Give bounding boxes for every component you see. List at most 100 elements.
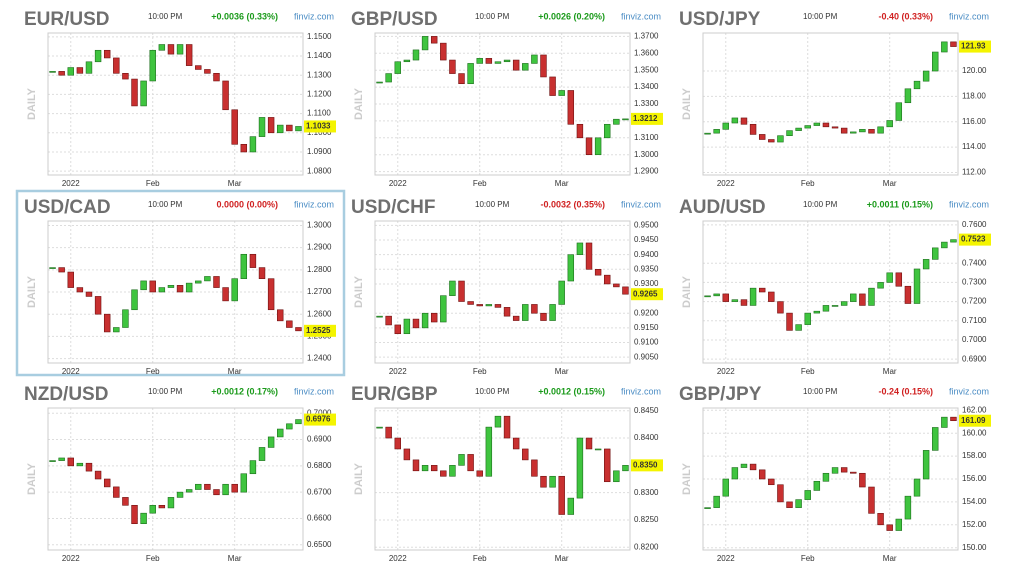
- candle: [195, 280, 202, 284]
- candle: [286, 124, 293, 132]
- last-price-box: [959, 414, 991, 427]
- candle: [886, 524, 893, 531]
- candle: [103, 313, 111, 333]
- candle: [831, 126, 839, 129]
- chart-title: USD/JPY: [679, 9, 761, 30]
- y-tick-label: 114.00: [962, 142, 986, 151]
- candle: [49, 460, 56, 462]
- candle: [295, 327, 302, 332]
- candle: [494, 304, 502, 308]
- candle: [195, 65, 202, 70]
- x-tick-label: Mar: [228, 367, 242, 376]
- candle: [804, 125, 811, 129]
- candle: [932, 51, 939, 72]
- candle: [731, 467, 739, 480]
- candle: [67, 67, 74, 76]
- y-tick-label: 1.1200: [307, 90, 332, 99]
- y-tick-label: 1.3700: [634, 31, 659, 40]
- candle: [749, 287, 757, 306]
- candle: [167, 285, 175, 288]
- candle: [822, 305, 830, 312]
- candle: [831, 467, 839, 474]
- x-tick-label: Mar: [883, 554, 897, 563]
- candle: [231, 109, 238, 145]
- candle: [76, 67, 84, 74]
- y-tick-label: 0.7000: [962, 335, 987, 344]
- plot-frame: [374, 407, 631, 551]
- y-tick-label: 1.3400: [634, 82, 659, 91]
- y-tick-label: 0.7300: [962, 278, 987, 287]
- candle: [167, 497, 175, 509]
- candle: [267, 436, 275, 448]
- candle: [768, 291, 775, 302]
- candle: [58, 267, 65, 273]
- plot-frame: [47, 32, 304, 176]
- candle: [49, 71, 56, 73]
- candle: [704, 132, 711, 135]
- candle: [813, 480, 821, 491]
- time: 10:00 PM: [148, 12, 183, 21]
- candle: [840, 127, 848, 134]
- candle: [267, 117, 275, 134]
- candle: [713, 293, 720, 297]
- y-tick-label: 0.6700: [307, 487, 332, 496]
- change: +0.0012 (0.17%): [211, 386, 278, 396]
- time: 10:00 PM: [148, 200, 183, 209]
- candle: [122, 497, 129, 506]
- x-tick-label: 2022: [62, 367, 80, 376]
- candle: [403, 59, 411, 63]
- candle: [877, 513, 884, 526]
- candle: [904, 495, 912, 520]
- change: 0.0000 (0.00%): [216, 199, 278, 209]
- candle: [204, 276, 211, 282]
- candle: [131, 289, 138, 311]
- candle: [258, 117, 266, 137]
- y-tick-label: 0.9150: [634, 323, 659, 332]
- candle: [813, 310, 821, 314]
- candle: [540, 312, 547, 321]
- y-tick-label: 1.3500: [634, 65, 659, 74]
- candle: [140, 80, 147, 107]
- selected-frame: [15, 189, 346, 377]
- candle: [922, 259, 930, 270]
- candle: [604, 448, 611, 483]
- candle: [585, 242, 593, 270]
- change: +0.0036 (0.33%): [211, 11, 278, 21]
- candle: [222, 483, 229, 496]
- candle: [476, 304, 483, 307]
- candle: [795, 324, 802, 331]
- candle: [67, 271, 74, 288]
- x-tick-label: 2022: [389, 554, 407, 563]
- candle: [122, 72, 129, 80]
- candle: [240, 253, 248, 279]
- y-tick-label: 120.00: [962, 66, 987, 75]
- candle: [476, 470, 483, 477]
- candle: [213, 72, 220, 82]
- candle: [131, 78, 138, 107]
- candle: [522, 304, 529, 321]
- last-price-box: [959, 233, 991, 246]
- candle: [941, 416, 948, 428]
- last-price: 1.3212: [633, 114, 658, 123]
- candle: [249, 460, 257, 475]
- candle: [613, 118, 620, 125]
- candle: [467, 454, 474, 472]
- candle: [58, 71, 65, 76]
- y-tick-label: 116.00: [962, 117, 986, 126]
- source: finviz.com: [621, 11, 661, 21]
- candle: [594, 269, 602, 276]
- candle: [113, 327, 120, 333]
- candle: [777, 484, 784, 503]
- last-price: 0.9265: [633, 289, 658, 298]
- candle: [713, 495, 720, 508]
- y-label: DAILY: [681, 275, 693, 308]
- candle: [222, 287, 229, 302]
- candle: [58, 457, 65, 461]
- change: +0.0012 (0.15%): [538, 386, 605, 396]
- candle: [512, 437, 520, 450]
- x-tick-label: Feb: [801, 179, 815, 188]
- candle: [804, 490, 811, 500]
- candle: [868, 129, 875, 134]
- y-tick-label: 1.2700: [307, 287, 332, 296]
- candle: [231, 483, 238, 493]
